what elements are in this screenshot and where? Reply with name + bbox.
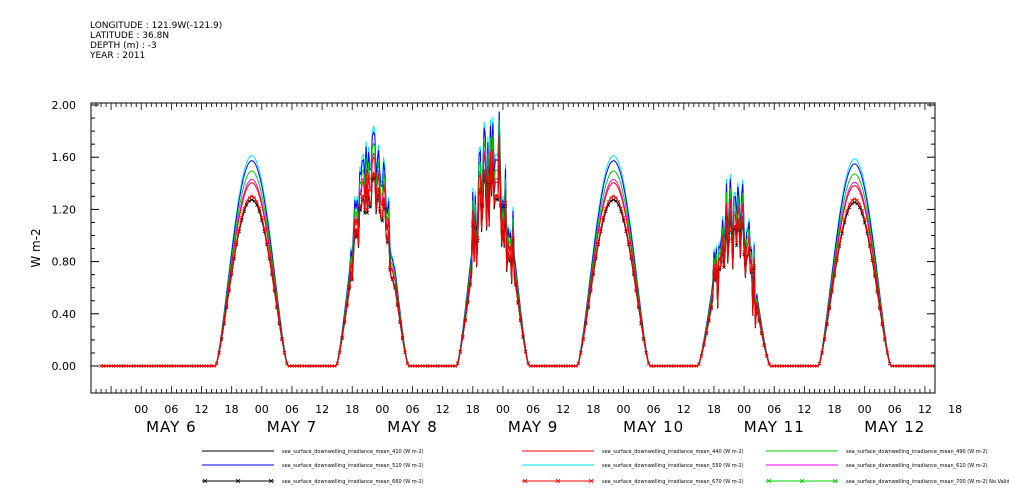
x-tick-label: 12	[195, 403, 209, 416]
legend-label: sea_surface_downwelling_irradiance_mean_…	[602, 449, 744, 455]
axis-ticks	[90, 103, 936, 393]
legend-marker	[202, 478, 208, 484]
series-line	[101, 111, 933, 367]
y-tick-label: 2.00	[52, 99, 77, 112]
legend-label: sea_surface_downwelling_irradiance_mean_…	[846, 463, 988, 469]
x-tick-label: 12	[797, 403, 811, 416]
x-tick-label: 12	[918, 403, 932, 416]
y-tick-labels: 0.00 0.40 0.80 1.20 1.60 2.00	[52, 99, 77, 373]
x-tick-label: 18	[828, 403, 842, 416]
latitude-text: LATITUDE : 36.8N	[90, 31, 170, 41]
legend-marker	[799, 478, 805, 484]
legend-marker	[832, 478, 838, 484]
series-group	[99, 111, 935, 368]
longitude-text: LONGITUDE : 121.9W(-121.9)	[90, 21, 223, 31]
x-tick-label: 06	[888, 403, 902, 416]
y-axis-label: W m-2	[29, 228, 43, 267]
x-tick-label: 12	[315, 403, 329, 416]
y-tick-label: 0.80	[52, 256, 77, 269]
legend-label: sea_surface_downwelling_irradiance_mean_…	[282, 463, 424, 469]
x-tick-label: 06	[767, 403, 781, 416]
legend-label: sea_surface_downwelling_irradiance_mean_…	[602, 463, 744, 469]
legend-label: sea_surface_downwelling_irradiance_mean_…	[846, 479, 1009, 485]
y-tick-label: 1.20	[52, 203, 77, 216]
series-line	[101, 111, 933, 367]
x-tick-label: 00	[375, 403, 389, 416]
series-markers	[99, 163, 935, 368]
day-label: MAY 12	[864, 418, 925, 436]
x-tick-label: 00	[496, 403, 510, 416]
x-tick-label: 06	[647, 403, 661, 416]
series-line	[101, 130, 933, 367]
x-tick-label: 00	[858, 403, 872, 416]
x-tick-label: 12	[677, 403, 691, 416]
day-label: MAY 11	[744, 418, 805, 436]
day-label: MAY 6	[146, 418, 197, 436]
legend-marker	[588, 478, 594, 484]
legend-marker	[268, 478, 274, 484]
x-tick-labels: 00 06 12 18 00 06 12 18 00 06 12 18 00 06 12 18 00 06 12 18…	[134, 403, 962, 416]
x-tick-label: 06	[285, 403, 299, 416]
series-line	[101, 151, 933, 367]
x-tick-label: 00	[617, 403, 631, 416]
x-tick-label: 06	[526, 403, 540, 416]
day-labels: MAY 6 MAY 7 MAY 8 MAY 9 MAY 10 MAY 11 MAY 12	[146, 418, 925, 436]
x-tick-label: 18	[948, 403, 962, 416]
day-label: MAY 7	[267, 418, 318, 436]
x-tick-label: 06	[406, 403, 420, 416]
day-label: MAY 8	[387, 418, 438, 436]
series-line	[101, 134, 933, 367]
x-tick-label: 00	[255, 403, 269, 416]
x-tick-label: 06	[164, 403, 178, 416]
legend-label: sea_surface_downwelling_irradiance_mean_…	[282, 449, 424, 455]
day-label: MAY 10	[623, 418, 684, 436]
x-tick-label: 00	[134, 403, 148, 416]
metadata-block: LONGITUDE : 121.9W(-121.9) LATITUDE : 36…	[90, 21, 222, 61]
y-tick-label: 0.00	[52, 360, 77, 373]
legend-label: sea_surface_downwelling_irradiance_mean_…	[602, 479, 744, 485]
legend-label: sea_surface_downwelling_irradiance_mean_…	[846, 449, 988, 455]
series-line	[101, 119, 933, 367]
year-text: YEAR : 2011	[90, 51, 146, 61]
x-tick-label: 12	[436, 403, 450, 416]
legend-marker	[235, 478, 241, 484]
legend-label: sea_surface_downwelling_irradiance_mean_…	[282, 479, 424, 485]
day-label: MAY 9	[508, 418, 559, 436]
y-tick-label: 1.60	[52, 151, 77, 164]
x-tick-label: 18	[586, 403, 600, 416]
x-tick-label: 18	[466, 403, 480, 416]
legend-marker	[555, 478, 561, 484]
x-tick-label: 18	[225, 403, 239, 416]
depth-text: DEPTH (m) : -3	[90, 41, 157, 51]
legend-marker	[522, 478, 528, 484]
x-tick-label: 18	[707, 403, 721, 416]
y-tick-label: 0.40	[52, 308, 77, 321]
x-tick-label: 12	[556, 403, 570, 416]
series-line	[101, 151, 933, 367]
series-line	[101, 156, 933, 367]
legend: sea_surface_downwelling_irradiance_mean_…	[202, 449, 1009, 485]
series-markers	[99, 167, 935, 368]
x-tick-label: 00	[737, 403, 751, 416]
x-tick-label: 18	[345, 403, 359, 416]
legend-marker	[766, 478, 772, 484]
